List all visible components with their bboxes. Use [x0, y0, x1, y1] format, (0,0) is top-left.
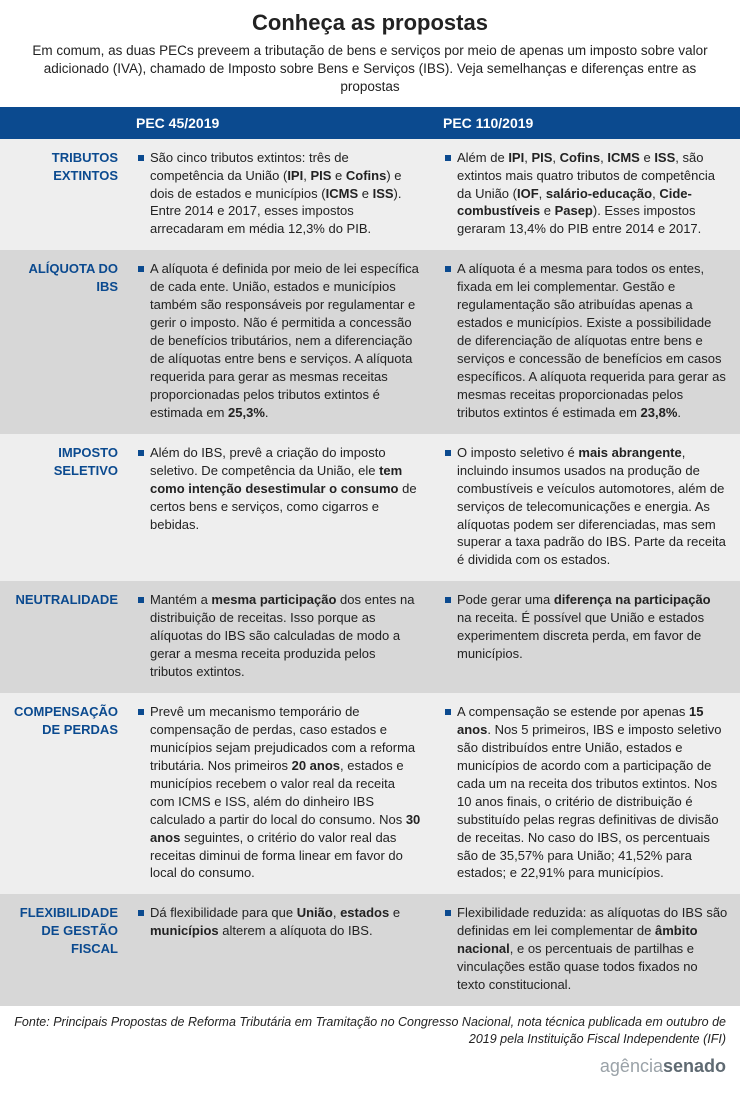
cell-text: Mantém a mesma participação dos entes na…: [150, 591, 421, 681]
row-label: COMPENSAÇÃO DE PERDAS: [0, 693, 126, 894]
cell-text: A compensação se estende por apenas 15 a…: [457, 703, 728, 882]
source-text: Fonte: Principais Propostas de Reforma T…: [0, 1006, 740, 1052]
cell-left: A alíquota é definida por meio de lei es…: [126, 250, 433, 433]
header-pec110: PEC 110/2019: [433, 107, 740, 139]
cell-text: A alíquota é a mesma para todos os entes…: [457, 260, 728, 421]
table-row: NEUTRALIDADE Mantém a mesma participação …: [0, 581, 740, 693]
agency-logo: agênciasenado: [0, 1052, 740, 1089]
cell-left: Além do IBS, prevê a criação do imposto …: [126, 434, 433, 582]
table-row: IMPOSTO SELETIVO Além do IBS, prevê a cri…: [0, 434, 740, 582]
cell-text: Além de IPI, PIS, Cofins, ICMS e ISS, sã…: [457, 149, 728, 239]
bullet-icon: [138, 266, 144, 272]
row-label: IMPOSTO SELETIVO: [0, 434, 126, 582]
cell-text: O imposto seletivo é mais abrangente, in…: [457, 444, 728, 570]
cell-text: Além do IBS, prevê a criação do imposto …: [150, 444, 421, 534]
cell-left: São cinco tributos extintos: três de com…: [126, 139, 433, 251]
bullet-icon: [138, 450, 144, 456]
cell-left: Dá flexibilidade para que União, estados…: [126, 894, 433, 1006]
header-blank: [0, 107, 126, 139]
bullet-icon: [445, 155, 451, 161]
cell-right: Pode gerar uma diferença na participação…: [433, 581, 740, 693]
bullet-icon: [138, 155, 144, 161]
table-row: TRIBUTOS EXTINTOS São cinco tributos exti…: [0, 139, 740, 251]
cell-right: Além de IPI, PIS, Cofins, ICMS e ISS, sã…: [433, 139, 740, 251]
cell-text: São cinco tributos extintos: três de com…: [150, 149, 421, 239]
bullet-icon: [445, 266, 451, 272]
table-row: ALÍQUOTA DO IBSA alíquota é definida por…: [0, 250, 740, 433]
cell-right: O imposto seletivo é mais abrangente, in…: [433, 434, 740, 582]
cell-text: A alíquota é definida por meio de lei es…: [150, 260, 421, 421]
row-label: TRIBUTOS EXTINTOS: [0, 139, 126, 251]
row-label: ALÍQUOTA DO IBS: [0, 250, 126, 433]
bullet-icon: [445, 910, 451, 916]
infographic-container: Conheça as propostas Em comum, as duas P…: [0, 0, 740, 1089]
row-label: FLEXIBILIDADE DE GESTÃO FISCAL: [0, 894, 126, 1006]
table-row: FLEXIBILIDADE DE GESTÃO FISCAL Dá flexibi…: [0, 894, 740, 1006]
cell-right: Flexibilidade reduzida: as alíquotas do …: [433, 894, 740, 1006]
cell-text: Prevê um mecanismo temporário de compens…: [150, 703, 421, 882]
cell-right: A alíquota é a mesma para todos os entes…: [433, 250, 740, 433]
cell-text: Pode gerar uma diferença na participação…: [457, 591, 728, 663]
cell-text: Flexibilidade reduzida: as alíquotas do …: [457, 904, 728, 994]
page-title: Conheça as propostas: [0, 0, 740, 42]
cell-text: Dá flexibilidade para que União, estados…: [150, 904, 421, 940]
page-subtitle: Em comum, as duas PECs preveem a tributa…: [0, 42, 740, 107]
bullet-icon: [138, 597, 144, 603]
bullet-icon: [445, 450, 451, 456]
bullet-icon: [138, 910, 144, 916]
cell-left: Mantém a mesma participação dos entes na…: [126, 581, 433, 693]
bullet-icon: [138, 709, 144, 715]
table-row: COMPENSAÇÃO DE PERDASPrevê um mecanismo …: [0, 693, 740, 894]
comparison-table: PEC 45/2019 PEC 110/2019 TRIBUTOS EXTINT…: [0, 107, 740, 1006]
header-pec45: PEC 45/2019: [126, 107, 433, 139]
cell-left: Prevê um mecanismo temporário de compens…: [126, 693, 433, 894]
bullet-icon: [445, 597, 451, 603]
row-label: NEUTRALIDADE: [0, 581, 126, 693]
bullet-icon: [445, 709, 451, 715]
cell-right: A compensação se estende por apenas 15 a…: [433, 693, 740, 894]
